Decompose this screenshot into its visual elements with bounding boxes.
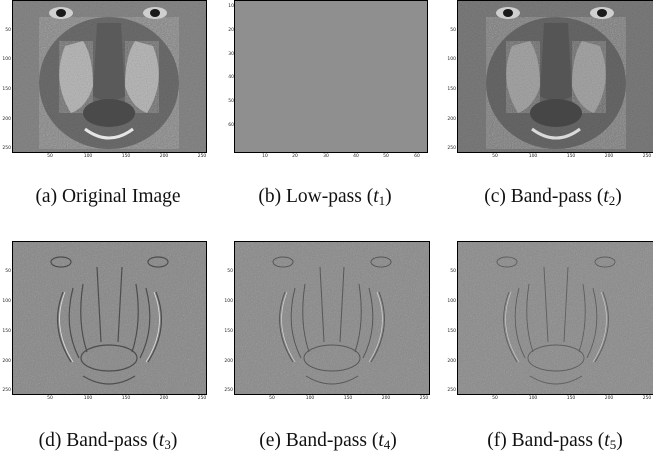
- ytick: 50: [5, 269, 11, 274]
- xtick: 50: [47, 396, 53, 401]
- xtick: 150: [343, 396, 353, 401]
- ytick: 50: [227, 269, 233, 274]
- caption-label: Band-pass (: [66, 430, 159, 451]
- xtick: 100: [305, 396, 315, 401]
- caption-e: (e) Band-pass (t4): [259, 430, 397, 452]
- ytick: 100: [2, 57, 11, 62]
- caption-label: Low-pass (: [286, 186, 374, 207]
- ytick: 50: [450, 28, 456, 33]
- caption-a: (a) Original Image: [35, 186, 180, 208]
- xtick: 200: [604, 396, 614, 401]
- image-original: [12, 0, 207, 153]
- panel-bandpass-t2: 50 100 150 200 250 50 100 150 200 250: [445, 0, 653, 160]
- panel-bandpass-t3: 50 100 150 200 250 50 100 150 200 250: [0, 241, 215, 406]
- caption-subscript: 3: [164, 437, 171, 452]
- xtick: 150: [121, 396, 131, 401]
- ytick: 100: [2, 299, 11, 304]
- panel-bandpass-t5: 50 100 150 200 250 50 100 150 200 250: [445, 241, 653, 406]
- xtick: 50: [383, 154, 389, 159]
- image-bandpass-t3: [12, 241, 207, 395]
- caption-letter: (f): [487, 430, 507, 451]
- image-bandpass-t4: [234, 241, 430, 395]
- caption-d: (d) Band-pass (t3): [38, 430, 178, 452]
- ytick: 100: [224, 299, 233, 304]
- caption-letter: (e): [259, 430, 281, 451]
- caption-label: Band-pass (: [285, 430, 379, 451]
- ytick: 200: [2, 359, 11, 364]
- caption-letter: (b): [258, 186, 282, 207]
- ytick: 60: [228, 123, 234, 128]
- ytick: 50: [228, 99, 234, 104]
- ytick: 250: [224, 388, 233, 393]
- ytick: 250: [2, 388, 11, 393]
- ytick: 150: [224, 329, 233, 334]
- ytick: 100: [447, 57, 456, 62]
- panel-lowpass: 10 20 30 40 50 60 10 20 30 40 50 60: [222, 0, 437, 160]
- image-bandpass-t2: [457, 0, 653, 153]
- xtick: 250: [197, 154, 207, 159]
- xtick: 150: [566, 396, 576, 401]
- xtick: 30: [323, 154, 329, 159]
- xtick: 100: [83, 396, 93, 401]
- xtick: 100: [528, 154, 538, 159]
- ytick: 30: [228, 52, 234, 57]
- ytick: 150: [447, 329, 456, 334]
- xtick: 250: [642, 154, 652, 159]
- caption-f: (f) Band-pass (t5): [487, 430, 623, 452]
- caption-label: Band-pass (: [511, 430, 605, 451]
- ytick: 40: [228, 75, 234, 80]
- xtick: 250: [197, 396, 207, 401]
- panel-bandpass-t4: 50 100 150 200 250 50 100 150 200 250: [222, 241, 437, 406]
- caption-label: Original Image: [61, 186, 181, 207]
- xtick: 200: [604, 154, 614, 159]
- xtick: 50: [269, 396, 275, 401]
- panel-original: 50 100 150 200 250 50 100 150 200 250: [0, 0, 215, 160]
- xtick: 100: [528, 396, 538, 401]
- ytick: 10: [228, 4, 234, 9]
- ytick: 100: [447, 299, 456, 304]
- ytick: 250: [447, 388, 456, 393]
- caption-letter: (c): [484, 186, 506, 207]
- xtick: 10: [262, 154, 268, 159]
- ytick: 150: [2, 87, 11, 92]
- ytick: 200: [2, 117, 11, 122]
- image-bandpass-t5: [457, 241, 653, 395]
- xtick: 100: [83, 154, 93, 159]
- ytick: 250: [447, 146, 456, 151]
- caption-subscript: 1: [378, 193, 386, 208]
- ytick: 20: [228, 28, 234, 33]
- ytick: 150: [2, 329, 11, 334]
- caption-letter: (a): [35, 186, 58, 207]
- xtick: 200: [381, 396, 391, 401]
- xtick: 250: [419, 396, 429, 401]
- caption-subscript: 2: [608, 193, 616, 208]
- caption-c: (c) Band-pass (t2): [484, 186, 622, 208]
- xtick: 250: [642, 396, 652, 401]
- xtick: 40: [353, 154, 359, 159]
- xtick: 50: [492, 154, 498, 159]
- xtick: 50: [492, 396, 498, 401]
- ytick: 50: [5, 28, 11, 33]
- xtick: 20: [292, 154, 298, 159]
- ytick: 200: [447, 359, 456, 364]
- xtick: 200: [159, 154, 169, 159]
- ytick: 50: [450, 269, 456, 274]
- caption-subscript: 5: [609, 437, 617, 452]
- ytick: 200: [224, 359, 233, 364]
- ytick: 150: [447, 87, 456, 92]
- xtick: 150: [121, 154, 131, 159]
- image-lowpass: [234, 0, 428, 153]
- xtick: 200: [159, 396, 169, 401]
- ytick: 250: [2, 146, 11, 151]
- ytick: 200: [447, 117, 456, 122]
- xtick: 60: [414, 154, 420, 159]
- caption-b: (b) Low-pass (t1): [258, 186, 392, 208]
- xtick: 150: [566, 154, 576, 159]
- caption-label: Band-pass (: [510, 186, 604, 207]
- caption-letter: (d): [38, 430, 62, 451]
- caption-subscript: 4: [383, 437, 391, 452]
- xtick: 50: [47, 154, 53, 159]
